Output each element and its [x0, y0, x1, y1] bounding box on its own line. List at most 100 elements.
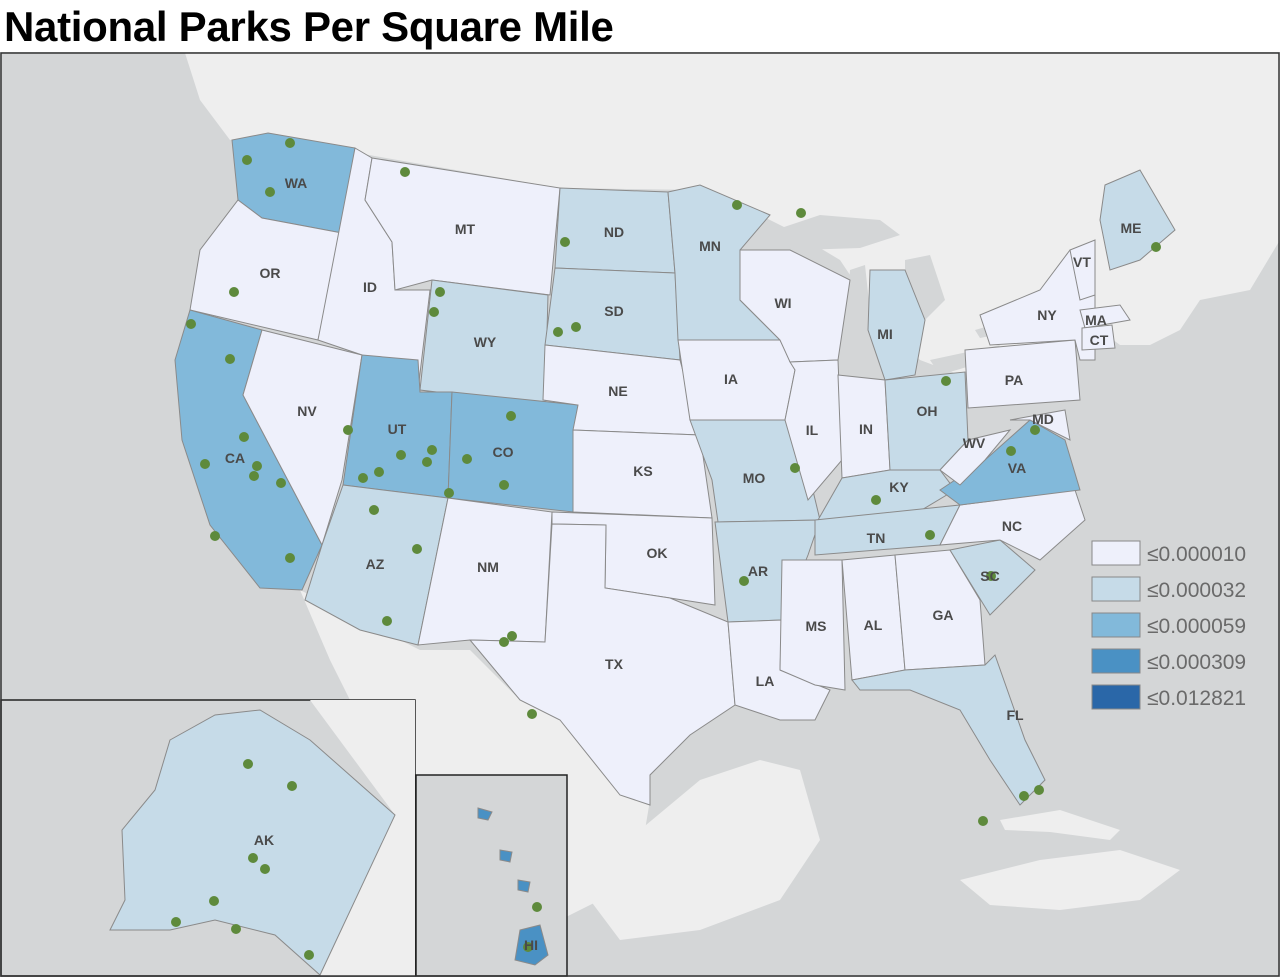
cuba-island: [1000, 810, 1120, 840]
park-dot[interactable]: [382, 616, 392, 626]
park-dot[interactable]: [925, 530, 935, 540]
park-dot[interactable]: [732, 200, 742, 210]
park-dot[interactable]: [287, 781, 297, 791]
state-mi[interactable]: [867, 269, 926, 381]
park-dot[interactable]: [243, 759, 253, 769]
state-label-mn: MN: [699, 238, 721, 254]
state-nv[interactable]: [242, 329, 363, 547]
park-dot[interactable]: [422, 457, 432, 467]
state-label-ok: OK: [647, 545, 668, 561]
park-dot[interactable]: [249, 471, 259, 481]
state-label-la: LA: [756, 673, 775, 689]
park-dot[interactable]: [374, 467, 384, 477]
park-dot[interactable]: [260, 864, 270, 874]
state-label-nv: NV: [297, 403, 317, 419]
park-dot[interactable]: [304, 950, 314, 960]
park-dot[interactable]: [739, 576, 749, 586]
park-dot[interactable]: [1006, 446, 1016, 456]
park-dot[interactable]: [1030, 425, 1040, 435]
park-dot[interactable]: [499, 637, 509, 647]
state-labels-layer: WA OR CA ID NV MT WY UT CO AZ NM ND SD NE KS OK TX MN IA MO…: [225, 175, 1142, 953]
state-pa[interactable]: [964, 339, 1081, 409]
legend-label: ≤0.000010: [1147, 543, 1246, 566]
park-dot[interactable]: [400, 167, 410, 177]
park-dot[interactable]: [507, 631, 517, 641]
park-dot[interactable]: [242, 155, 252, 165]
state-ms[interactable]: [779, 559, 846, 691]
state-vt[interactable]: [1069, 239, 1096, 301]
park-dot[interactable]: [369, 505, 379, 515]
park-dot[interactable]: [276, 478, 286, 488]
state-label-in: IN: [859, 421, 873, 437]
park-dot[interactable]: [285, 138, 295, 148]
legend-swatch: [1091, 540, 1141, 566]
state-label-me: ME: [1121, 220, 1142, 236]
park-dot[interactable]: [553, 327, 563, 337]
park-dot[interactable]: [285, 553, 295, 563]
park-dot[interactable]: [978, 816, 988, 826]
insets-layer: [0, 699, 568, 977]
park-dot[interactable]: [225, 354, 235, 364]
state-label-ar: AR: [748, 563, 768, 579]
park-dot[interactable]: [200, 459, 210, 469]
state-mt[interactable]: [364, 157, 561, 296]
park-dot[interactable]: [412, 544, 422, 554]
park-dot[interactable]: [209, 896, 219, 906]
park-dot[interactable]: [499, 480, 509, 490]
park-dot[interactable]: [252, 461, 262, 471]
state-il[interactable]: [784, 359, 843, 502]
state-label-nd: ND: [604, 224, 624, 240]
alaska-inset-canada-land: [310, 700, 415, 976]
park-dot[interactable]: [571, 322, 581, 332]
state-ga[interactable]: [894, 549, 986, 671]
park-dot[interactable]: [231, 924, 241, 934]
state-ma[interactable]: [1079, 304, 1131, 329]
park-dot[interactable]: [527, 709, 537, 719]
park-dot[interactable]: [435, 287, 445, 297]
park-dot[interactable]: [444, 488, 454, 498]
state-label-ak: AK: [254, 832, 274, 848]
park-dot[interactable]: [186, 319, 196, 329]
park-dot[interactable]: [1019, 791, 1029, 801]
park-dot[interactable]: [343, 425, 353, 435]
park-dot[interactable]: [986, 571, 996, 581]
park-dot[interactable]: [265, 187, 275, 197]
park-dot[interactable]: [229, 287, 239, 297]
state-ny[interactable]: [979, 249, 1096, 361]
park-dot[interactable]: [941, 376, 951, 386]
park-dot[interactable]: [532, 902, 542, 912]
park-dot[interactable]: [462, 454, 472, 464]
state-ct[interactable]: [1081, 324, 1116, 351]
park-dot[interactable]: [796, 208, 806, 218]
state-md[interactable]: [1009, 409, 1071, 441]
park-dot[interactable]: [871, 495, 881, 505]
state-hi[interactable]: [477, 807, 549, 966]
state-ak[interactable]: [109, 709, 396, 976]
map-legend: ≤0.000010 ≤0.000032 ≤0.000059 ≤0.000309 ≤0.0…: [1091, 540, 1246, 710]
park-dot[interactable]: [239, 432, 249, 442]
state-fl[interactable]: [851, 654, 1046, 806]
park-dot[interactable]: [790, 463, 800, 473]
state-label-sc: SC: [980, 568, 999, 584]
state-wv[interactable]: [939, 429, 1012, 486]
state-tx[interactable]: [468, 523, 736, 806]
state-label-ut: UT: [388, 421, 407, 437]
park-dot[interactable]: [210, 531, 220, 541]
park-dot[interactable]: [506, 411, 516, 421]
state-label-mt: MT: [455, 221, 476, 237]
state-label-tn: TN: [867, 530, 886, 546]
legend-swatch: [1091, 684, 1141, 710]
park-dot[interactable]: [1034, 785, 1044, 795]
park-dot[interactable]: [427, 445, 437, 455]
park-dot[interactable]: [396, 450, 406, 460]
park-dot[interactable]: [560, 237, 570, 247]
park-dot[interactable]: [248, 853, 258, 863]
park-dot[interactable]: [523, 942, 533, 952]
park-dot[interactable]: [171, 917, 181, 927]
state-label-wi: WI: [774, 295, 791, 311]
park-dot[interactable]: [358, 473, 368, 483]
state-label-co: CO: [493, 444, 514, 460]
park-dots-layer: [171, 138, 1161, 960]
park-dot[interactable]: [1151, 242, 1161, 252]
park-dot[interactable]: [429, 307, 439, 317]
